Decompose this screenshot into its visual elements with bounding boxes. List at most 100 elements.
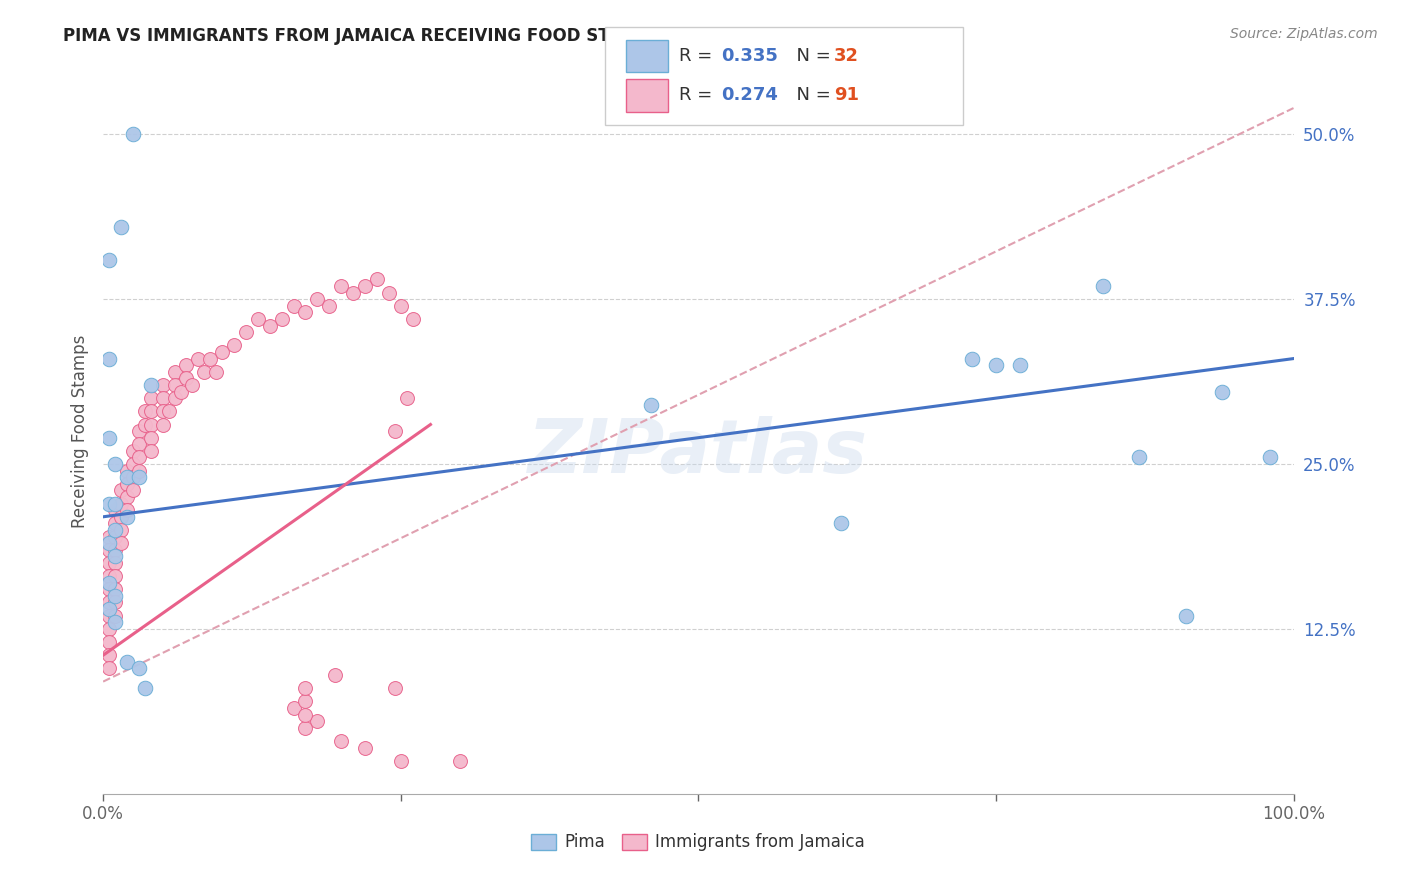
Point — [176, 371, 198, 385]
Point — [104, 582, 127, 597]
Point — [307, 714, 329, 728]
Point — [134, 417, 156, 432]
Point — [98, 497, 121, 511]
Point — [104, 615, 127, 630]
Point — [98, 431, 121, 445]
Point — [98, 635, 121, 649]
Point — [200, 351, 222, 366]
Point — [115, 476, 138, 491]
Point — [222, 338, 245, 352]
Point — [110, 497, 132, 511]
Point — [1258, 450, 1281, 465]
Point — [152, 391, 174, 405]
Point — [115, 655, 138, 669]
Point — [139, 404, 162, 418]
Point — [395, 391, 418, 405]
Point — [128, 424, 150, 438]
Point — [139, 378, 162, 392]
Point — [104, 569, 127, 583]
Point — [163, 378, 186, 392]
Point — [98, 530, 121, 544]
Point — [128, 464, 150, 478]
Point — [104, 542, 127, 557]
Point — [259, 318, 281, 333]
Text: 0.335: 0.335 — [721, 47, 778, 65]
Point — [354, 279, 377, 293]
Point — [104, 503, 127, 517]
Point — [115, 490, 138, 504]
Point — [98, 536, 121, 550]
Point — [1128, 450, 1150, 465]
Point — [294, 694, 316, 708]
Point — [98, 582, 121, 597]
Point — [984, 358, 1007, 372]
Text: Source: ZipAtlas.com: Source: ZipAtlas.com — [1230, 27, 1378, 41]
Point — [122, 128, 145, 142]
Point — [366, 272, 388, 286]
Point — [294, 305, 316, 319]
Point — [1211, 384, 1233, 399]
Point — [187, 351, 209, 366]
Point — [122, 483, 145, 498]
Text: R =: R = — [679, 47, 718, 65]
Point — [294, 721, 316, 735]
Point — [104, 556, 127, 570]
Point — [115, 509, 138, 524]
Text: N =: N = — [785, 47, 837, 65]
Point — [152, 404, 174, 418]
Point — [830, 516, 852, 531]
Text: 0.274: 0.274 — [721, 87, 778, 104]
Point — [104, 608, 127, 623]
Point — [389, 299, 412, 313]
Point — [110, 509, 132, 524]
Point — [98, 351, 121, 366]
Point — [134, 681, 156, 696]
Point — [104, 589, 127, 603]
Point — [110, 523, 132, 537]
Point — [323, 668, 346, 682]
Point — [389, 754, 412, 768]
Point — [1175, 608, 1198, 623]
Point — [115, 503, 138, 517]
Point — [157, 404, 180, 418]
Point — [122, 443, 145, 458]
Point — [98, 602, 121, 616]
Point — [211, 345, 233, 359]
Point — [98, 595, 121, 609]
Point — [205, 365, 228, 379]
Text: ZIPatlas: ZIPatlas — [529, 417, 869, 490]
Point — [115, 464, 138, 478]
Point — [283, 701, 305, 715]
Point — [110, 536, 132, 550]
Point — [449, 754, 471, 768]
Text: 32: 32 — [834, 47, 859, 65]
Point — [139, 431, 162, 445]
Point — [98, 622, 121, 636]
Text: PIMA VS IMMIGRANTS FROM JAMAICA RECEIVING FOOD STAMPS CORRELATION CHART: PIMA VS IMMIGRANTS FROM JAMAICA RECEIVIN… — [63, 27, 868, 45]
Point — [98, 648, 121, 663]
Point — [1008, 358, 1031, 372]
Point — [401, 312, 423, 326]
Point — [384, 681, 406, 696]
Point — [110, 483, 132, 498]
Point — [104, 530, 127, 544]
Point — [163, 365, 186, 379]
Point — [960, 351, 983, 366]
Point — [134, 404, 156, 418]
Text: R =: R = — [679, 87, 718, 104]
Text: 91: 91 — [834, 87, 859, 104]
Point — [283, 299, 305, 313]
Point — [270, 312, 292, 326]
Point — [342, 285, 364, 300]
Point — [128, 450, 150, 465]
Legend: Pima, Immigrants from Jamaica: Pima, Immigrants from Jamaica — [524, 827, 872, 858]
Point — [163, 391, 186, 405]
Point — [235, 325, 257, 339]
Point — [246, 312, 269, 326]
Point — [110, 219, 132, 234]
Point — [98, 569, 121, 583]
Point — [176, 358, 198, 372]
Point — [181, 378, 204, 392]
Point — [640, 398, 662, 412]
Point — [307, 292, 329, 306]
